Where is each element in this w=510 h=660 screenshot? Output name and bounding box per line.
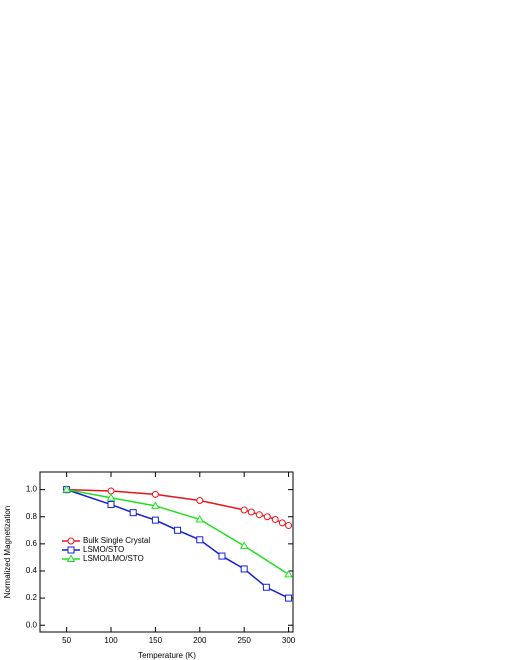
- marker: [107, 501, 115, 509]
- marker: [107, 487, 115, 495]
- marker: [151, 490, 159, 498]
- marker: [255, 511, 263, 519]
- marker: [129, 509, 137, 517]
- marker: [174, 526, 182, 534]
- series-line: [66, 488, 289, 576]
- x-axis-label: Temperature (K): [138, 651, 196, 660]
- legend-marker: [67, 537, 75, 545]
- y-tick-label: 0.6: [26, 539, 38, 548]
- marker: [196, 536, 204, 544]
- marker: [271, 515, 279, 523]
- marker: [247, 508, 255, 516]
- marker: [285, 594, 293, 602]
- marker: [262, 583, 270, 591]
- x-tick-label: 250: [237, 636, 251, 645]
- marker: [239, 541, 249, 549]
- y-tick-label: 0.0: [26, 620, 38, 629]
- marker: [218, 552, 226, 560]
- x-tick-label: 300: [282, 636, 296, 645]
- marker: [284, 569, 293, 578]
- marker: [106, 493, 116, 501]
- x-tick-label: 100: [104, 636, 118, 645]
- marker: [151, 516, 159, 524]
- legend-marker: [66, 554, 76, 562]
- legend-label: Bulk Single Crystal: [83, 536, 150, 545]
- marker: [285, 522, 293, 530]
- y-axis-label: Normalized Magnetization: [3, 506, 12, 599]
- y-tick-label: 0.4: [26, 566, 38, 575]
- marker: [263, 513, 271, 521]
- marker: [195, 514, 205, 523]
- y-tick-label: 0.2: [26, 593, 38, 602]
- marker: [196, 496, 204, 504]
- marker: [240, 506, 248, 514]
- x-tick-label: 200: [193, 636, 207, 645]
- marker: [278, 519, 286, 527]
- y-tick-label: 1.0: [26, 485, 38, 494]
- marker: [62, 485, 72, 493]
- legend-label: LSMO/STO: [83, 545, 124, 554]
- y-tick-label: 0.8: [26, 512, 38, 521]
- marker: [240, 565, 248, 573]
- plot-frame: [39, 471, 294, 633]
- marker: [151, 501, 160, 509]
- x-tick-label: 150: [149, 636, 163, 645]
- x-tick-label: 50: [62, 636, 71, 645]
- series-line: [66, 488, 289, 599]
- legend-label: LSMO/LMO/STO: [83, 554, 144, 563]
- legend-marker: [67, 546, 75, 554]
